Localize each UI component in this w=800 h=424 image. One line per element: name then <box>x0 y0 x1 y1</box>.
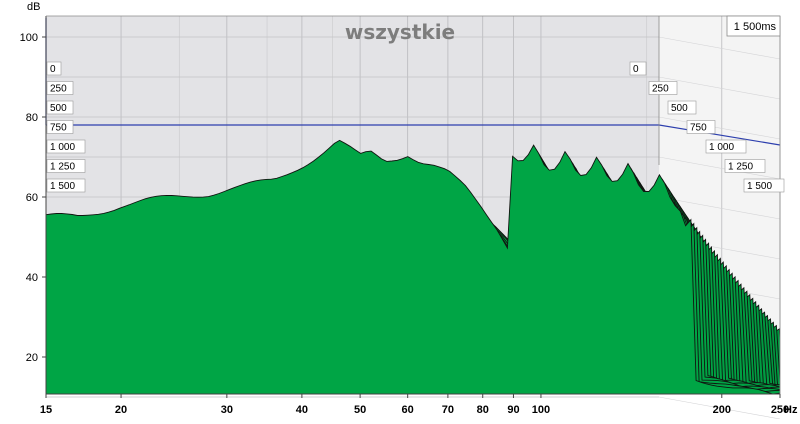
y-axis-label: dB <box>27 1 40 13</box>
y-tick-label: 80 <box>26 112 38 124</box>
y-tick-label: 100 <box>20 32 38 44</box>
x-tick-label: 200 <box>713 404 731 416</box>
time-label-front: 0 <box>50 64 56 75</box>
time-axis-max-label: 1 500ms <box>734 21 777 33</box>
y-tick-label: 20 <box>26 352 38 364</box>
x-axis-unit: Hz <box>784 404 798 416</box>
time-label-side: 1 500 <box>747 181 772 192</box>
x-tick-label: 40 <box>296 404 308 416</box>
x-tick-label: 20 <box>115 404 127 416</box>
time-label-front: 1 500 <box>50 181 75 192</box>
x-tick-label: 80 <box>477 404 489 416</box>
time-label-side: 250 <box>652 84 669 95</box>
x-tick-label: 50 <box>354 404 366 416</box>
time-label-side: 750 <box>690 123 707 134</box>
time-label-front: 750 <box>50 123 67 134</box>
time-label-front: 1 250 <box>50 162 75 173</box>
time-label-side: 1 250 <box>728 162 753 173</box>
x-tick-label: 100 <box>532 404 550 416</box>
y-tick-label: 60 <box>26 192 38 204</box>
x-tick-label: 30 <box>221 404 233 416</box>
time-label-side: 500 <box>671 103 688 114</box>
time-label-front: 250 <box>50 84 67 95</box>
y-tick-label: 40 <box>26 272 38 284</box>
time-label-side: 0 <box>633 64 639 75</box>
x-tick-label: 15 <box>40 404 52 416</box>
time-label-front: 1 000 <box>50 142 75 153</box>
x-tick-label: 60 <box>402 404 414 416</box>
time-axis-max-box: 1 500ms <box>727 16 780 36</box>
time-label-side: 1 000 <box>709 142 734 153</box>
x-tick-label: 90 <box>507 404 519 416</box>
chart-title: wszystkie <box>345 20 455 44</box>
x-tick-label: 70 <box>442 404 454 416</box>
time-label-front: 500 <box>50 103 67 114</box>
